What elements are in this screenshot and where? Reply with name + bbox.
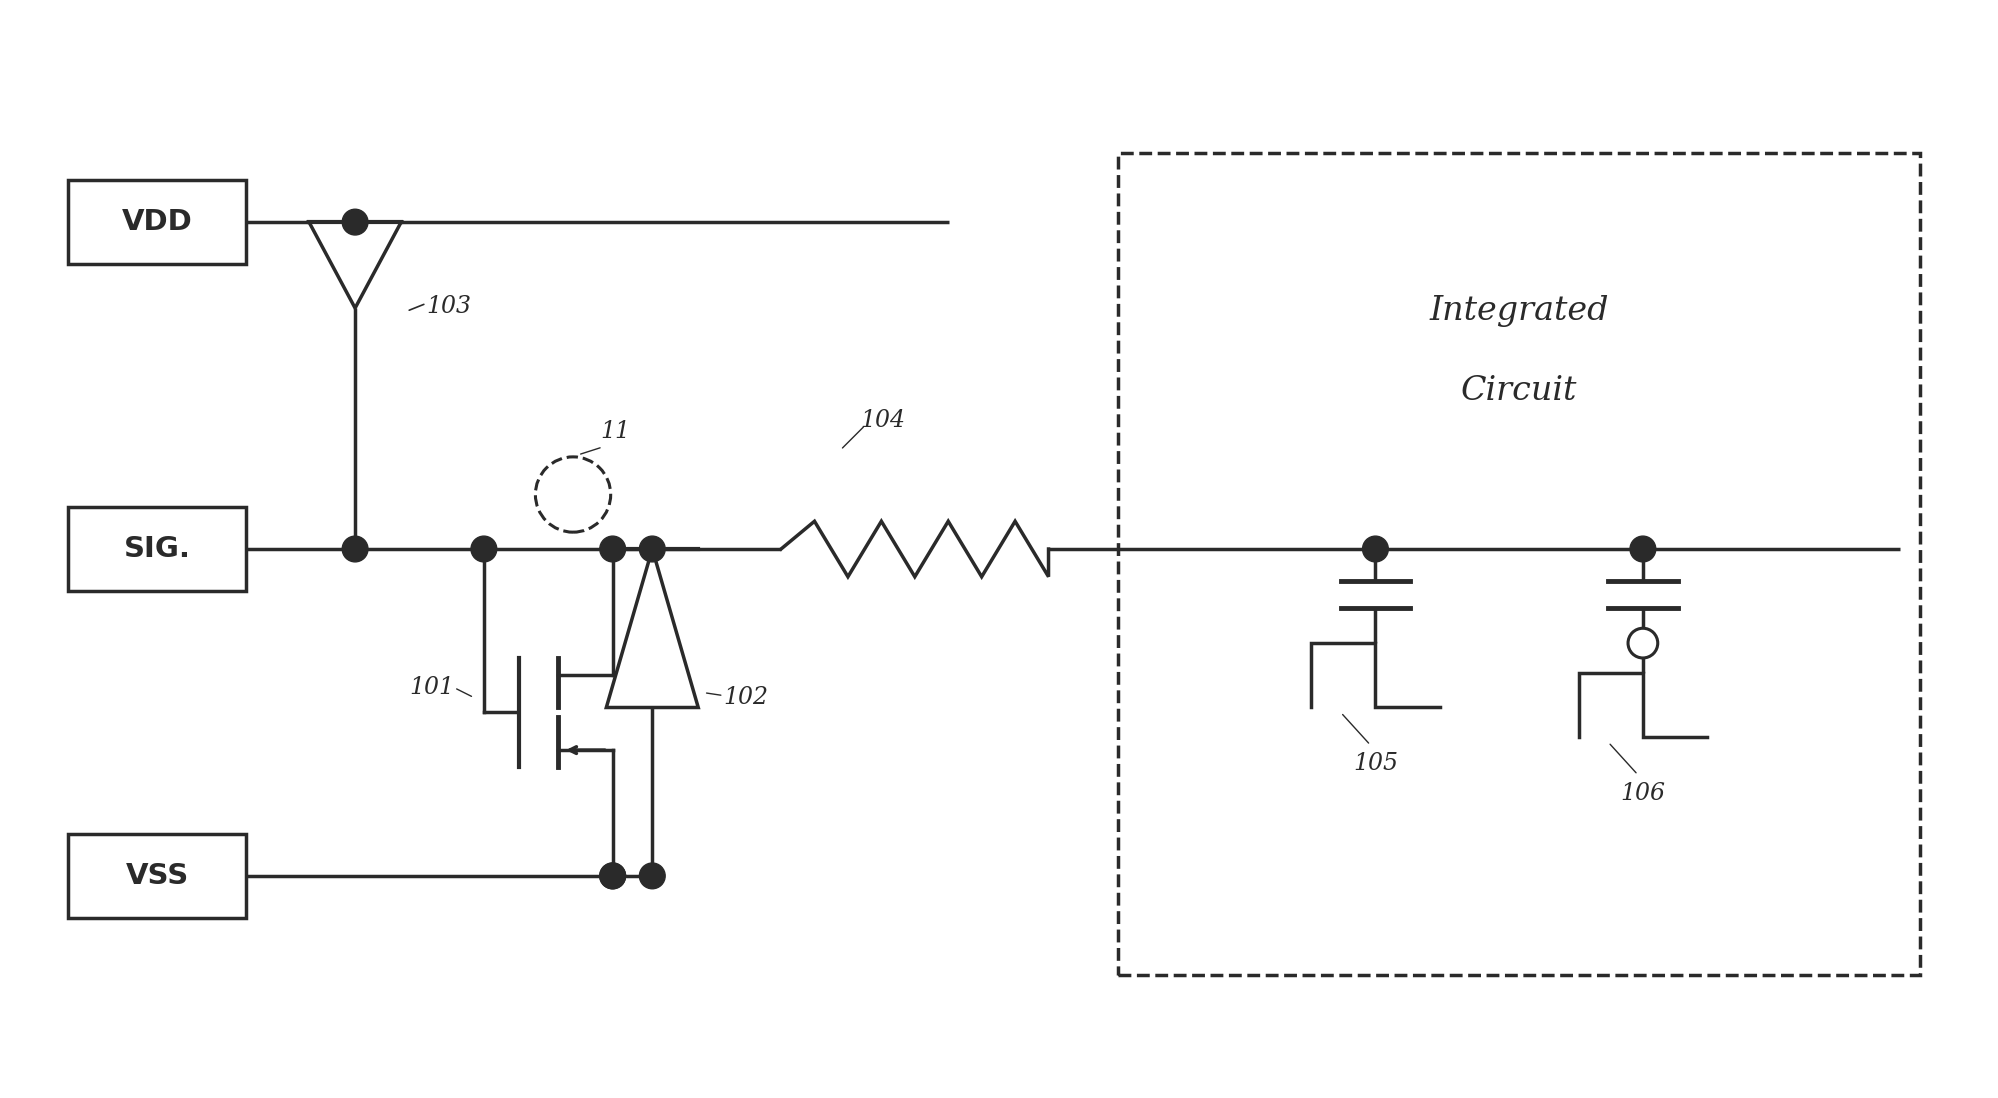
Text: VSS: VSS bbox=[126, 862, 188, 889]
Circle shape bbox=[1363, 536, 1389, 562]
Circle shape bbox=[639, 863, 665, 888]
Circle shape bbox=[342, 210, 368, 235]
Circle shape bbox=[599, 863, 625, 888]
Circle shape bbox=[639, 536, 665, 562]
Polygon shape bbox=[310, 222, 402, 309]
FancyBboxPatch shape bbox=[68, 507, 246, 591]
Circle shape bbox=[599, 536, 625, 562]
Circle shape bbox=[599, 863, 625, 888]
Text: VDD: VDD bbox=[122, 209, 192, 236]
Text: 106: 106 bbox=[1620, 782, 1666, 805]
FancyBboxPatch shape bbox=[68, 833, 246, 918]
Text: 101: 101 bbox=[410, 676, 454, 699]
Text: 102: 102 bbox=[723, 686, 769, 709]
Text: 11: 11 bbox=[601, 421, 631, 442]
Circle shape bbox=[342, 536, 368, 562]
FancyBboxPatch shape bbox=[68, 180, 246, 265]
Polygon shape bbox=[605, 549, 697, 707]
Text: Circuit: Circuit bbox=[1461, 374, 1576, 406]
FancyBboxPatch shape bbox=[1117, 153, 1920, 975]
Text: 103: 103 bbox=[426, 294, 472, 317]
Text: SIG.: SIG. bbox=[124, 535, 190, 563]
Text: Integrated: Integrated bbox=[1429, 295, 1608, 327]
Text: 104: 104 bbox=[861, 408, 905, 432]
Circle shape bbox=[1630, 536, 1656, 562]
Circle shape bbox=[472, 536, 498, 562]
Text: 105: 105 bbox=[1353, 752, 1399, 775]
